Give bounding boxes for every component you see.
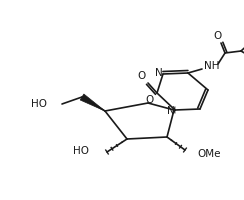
Text: O: O bbox=[145, 95, 153, 105]
Polygon shape bbox=[174, 106, 175, 114]
Text: O: O bbox=[214, 31, 222, 41]
Text: O: O bbox=[138, 71, 146, 81]
Text: HO: HO bbox=[73, 146, 89, 156]
Text: HO: HO bbox=[31, 99, 47, 109]
Polygon shape bbox=[80, 94, 105, 111]
Text: OMe: OMe bbox=[197, 149, 221, 159]
Text: N: N bbox=[167, 106, 175, 116]
Text: NH: NH bbox=[204, 61, 220, 71]
Text: N: N bbox=[155, 68, 163, 78]
